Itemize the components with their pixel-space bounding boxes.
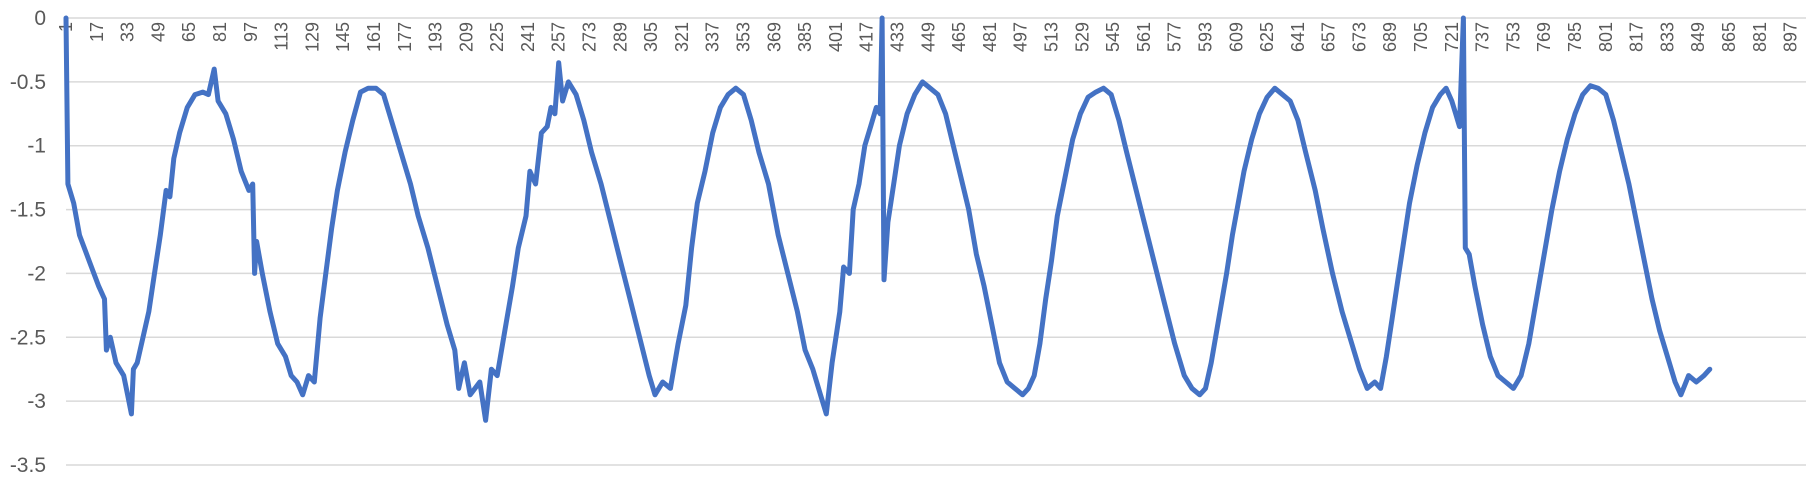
x-tick-label: 529 [1072, 22, 1092, 52]
x-tick-label: 865 [1719, 22, 1739, 52]
x-tick-label: 673 [1349, 22, 1369, 52]
y-tick-label: -3 [27, 390, 46, 413]
x-tick-label: 65 [179, 22, 199, 42]
x-tick-label: 625 [1257, 22, 1277, 52]
x-tick-label: 513 [1041, 22, 1061, 52]
x-tick-label: 769 [1534, 22, 1554, 52]
y-tick-label: -2.5 [10, 326, 46, 349]
x-tick-label: 33 [118, 22, 138, 42]
x-tick-label: 17 [87, 22, 107, 42]
x-tick-label: 721 [1442, 22, 1462, 52]
x-tick-label: 545 [1103, 22, 1123, 52]
x-tick-label: 81 [210, 22, 230, 42]
x-tick-label: 321 [672, 22, 692, 52]
x-tick-label: 833 [1657, 22, 1677, 52]
x-tick-label: 433 [888, 22, 908, 52]
y-tick-label: -2 [27, 262, 46, 285]
x-tick-label: 209 [456, 22, 476, 52]
x-tick-label: 689 [1380, 22, 1400, 52]
x-tick-label: 305 [641, 22, 661, 52]
x-tick-label: 369 [764, 22, 784, 52]
x-tick-label: 785 [1565, 22, 1585, 52]
x-tick-label: 497 [1011, 22, 1031, 52]
y-axis-tick-labels: 0 -0.5 -1 -1.5 -2 -2.5 -3 -3.5 [10, 7, 46, 477]
x-tick-label: 593 [1195, 22, 1215, 52]
x-tick-label: 849 [1688, 22, 1708, 52]
x-tick-label: 881 [1750, 22, 1770, 52]
x-tick-label: 609 [1226, 22, 1246, 52]
x-tick-label: 641 [1288, 22, 1308, 52]
x-tick-label: 113 [272, 22, 292, 51]
x-tick-label: 129 [302, 22, 322, 52]
x-tick-label: 49 [148, 22, 168, 42]
x-tick-label: 465 [949, 22, 969, 52]
y-tick-label: -3.5 [10, 454, 46, 477]
x-tick-label: 353 [734, 22, 754, 52]
y-tick-label: 0 [34, 7, 46, 30]
x-tick-label: 417 [857, 22, 877, 52]
x-tick-label: 273 [580, 22, 600, 52]
y-tick-label: -1 [27, 135, 46, 158]
x-tick-label: 801 [1596, 22, 1616, 52]
x-tick-label: 225 [487, 22, 507, 52]
x-tick-label: 897 [1781, 22, 1801, 52]
x-tick-label: 817 [1627, 22, 1647, 52]
x-tick-label: 145 [333, 22, 353, 52]
series-line-0 [63, 15, 1713, 423]
x-tick-label: 481 [980, 22, 1000, 52]
x-tick-label: 401 [826, 22, 846, 52]
x-axis-tick-labels: 1 17 33 49 65 81 97 113 129 145 161 177 193 209 225 241… [56, 22, 1801, 52]
x-tick-label: 577 [1165, 22, 1185, 52]
series-layer [63, 15, 1713, 423]
x-tick-label: 241 [518, 22, 538, 52]
y-tick-label: -1.5 [10, 199, 46, 222]
x-tick-label: 97 [241, 22, 261, 42]
gridlines [66, 17, 1806, 466]
x-tick-label: 705 [1411, 22, 1431, 52]
x-tick-label: 193 [426, 22, 446, 52]
x-tick-label: 737 [1473, 22, 1493, 52]
x-tick-label: 561 [1134, 22, 1154, 52]
x-tick-label: 161 [364, 22, 384, 52]
y-tick-label: -0.5 [10, 71, 46, 94]
x-tick-label: 449 [918, 22, 938, 52]
x-tick-label: 337 [703, 22, 723, 52]
x-tick-label: 657 [1319, 22, 1339, 52]
x-tick-label: 177 [395, 22, 415, 52]
x-tick-label: 289 [610, 22, 630, 52]
x-tick-label: 257 [549, 22, 569, 52]
x-tick-label: 385 [795, 22, 815, 52]
x-tick-label: 753 [1503, 22, 1523, 52]
